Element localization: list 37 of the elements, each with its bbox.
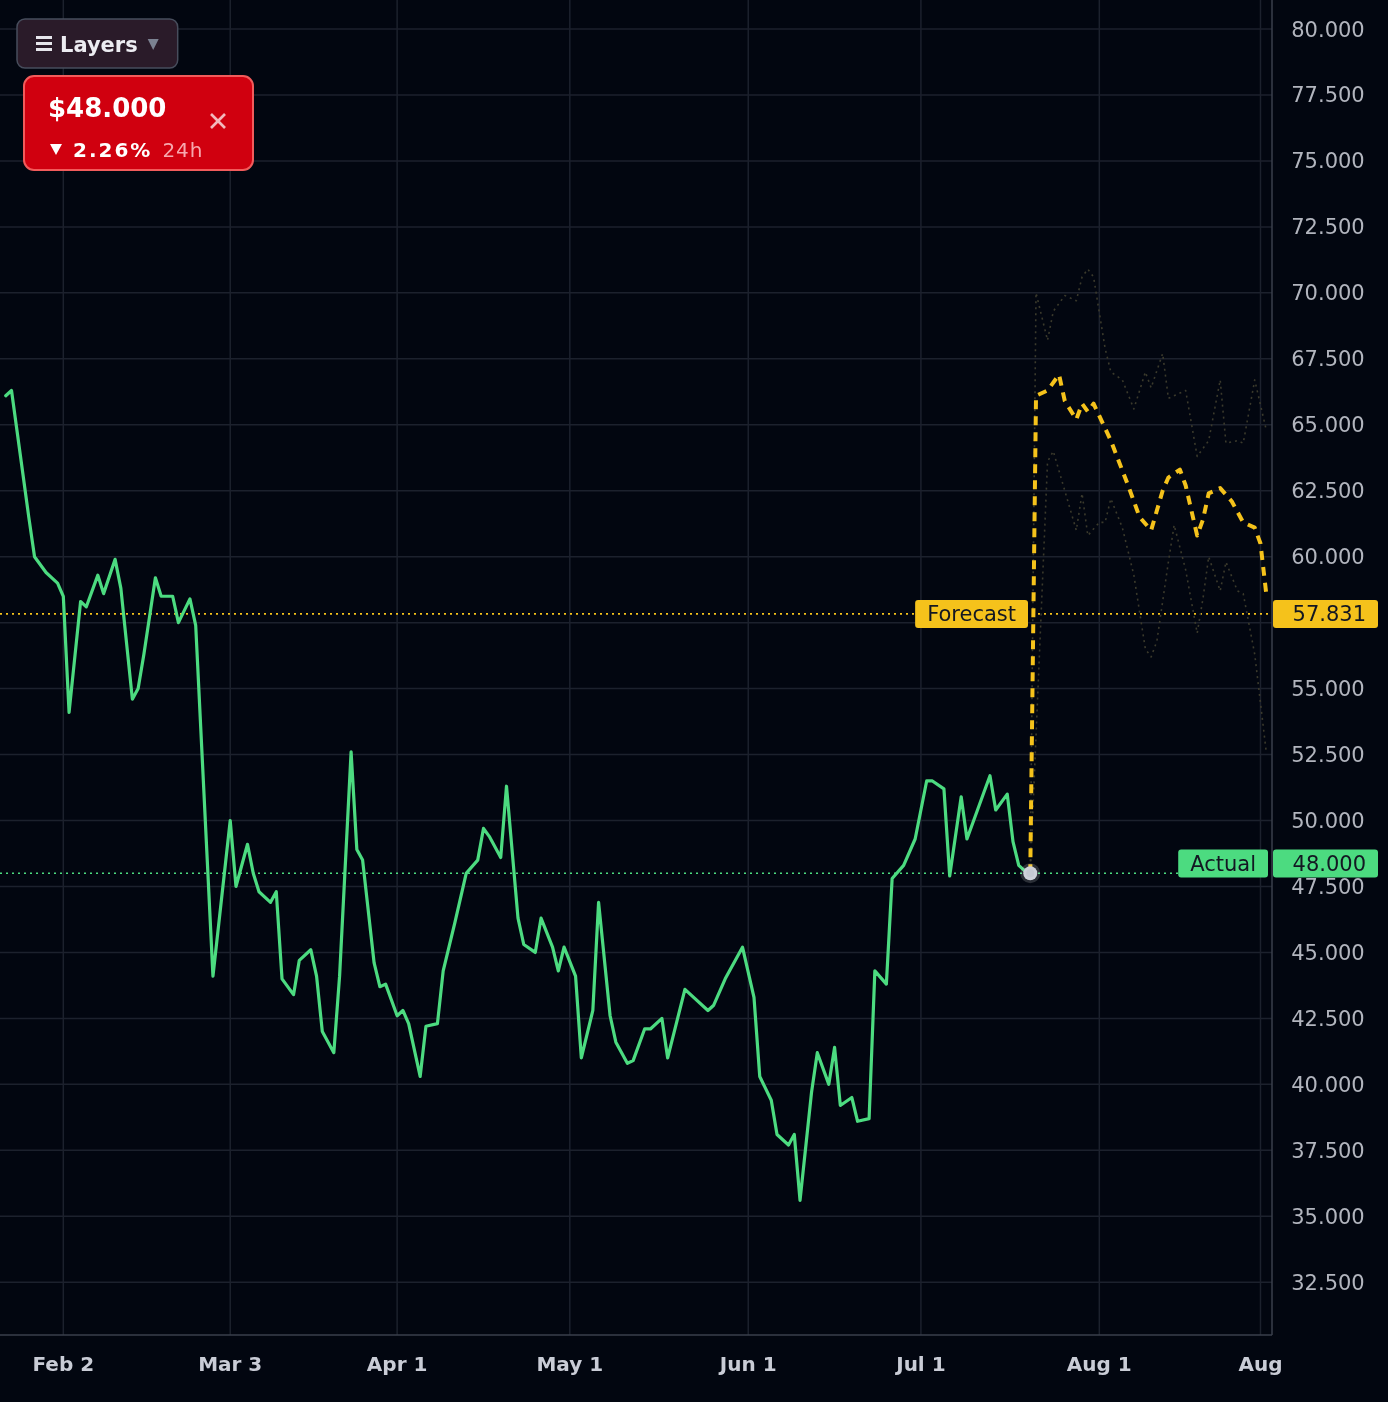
x-tick-label: Apr 1 xyxy=(366,1352,428,1376)
y-tick-label: 42.500 xyxy=(1291,1006,1365,1031)
y-tick-label: 80.000 xyxy=(1291,17,1365,42)
y-tick-label: 35.000 xyxy=(1291,1204,1365,1229)
dropdown-button: Layers xyxy=(16,18,179,69)
ref-line-label: Forecast xyxy=(927,602,1017,627)
y-tick-label: 45.000 xyxy=(1291,940,1365,965)
price-card: $48.000 2.26% 24h xyxy=(23,75,254,171)
y-tick-label: 65.000 xyxy=(1291,413,1365,438)
y-tick-label: 60.000 xyxy=(1291,545,1365,570)
text: 57.831 xyxy=(1292,602,1366,627)
y-tick-label: 52.500 xyxy=(1291,743,1365,768)
x-tick-label: Mar 3 xyxy=(198,1352,263,1376)
y-tick-label: 55.000 xyxy=(1291,677,1365,702)
x-tick-label: Aug xyxy=(1238,1352,1283,1376)
y-tick-label: 47.500 xyxy=(1291,874,1365,899)
y-tick-label: 77.500 xyxy=(1291,83,1365,108)
ref-line-label: Actual xyxy=(1190,851,1256,876)
y-tick-label: 32.500 xyxy=(1291,1270,1365,1295)
annotation: 24h xyxy=(162,138,204,162)
y-tick-label: 40.000 xyxy=(1291,1072,1365,1097)
y-tick-label: 50.000 xyxy=(1291,809,1365,834)
y-tick-label: 62.500 xyxy=(1291,479,1365,504)
y-tick-label: 37.500 xyxy=(1291,1138,1365,1163)
annotation: Layers xyxy=(60,33,138,57)
y-tick-label: 70.000 xyxy=(1291,281,1365,306)
x-tick-label: Jun 1 xyxy=(717,1352,777,1376)
y-tick-label: 75.000 xyxy=(1291,149,1365,174)
annotation: 2.26% xyxy=(73,138,153,162)
x-tick-label: Aug 1 xyxy=(1066,1352,1132,1376)
annotation: $48.000 xyxy=(48,93,167,123)
y-tick-label: 67.500 xyxy=(1291,347,1365,372)
x-tick-label: Feb 2 xyxy=(32,1352,95,1376)
x-tick-label: May 1 xyxy=(536,1352,604,1376)
x-tick-label: Jul 1 xyxy=(894,1352,946,1376)
text: 48.000 xyxy=(1292,851,1366,876)
y-tick-label: 72.500 xyxy=(1291,215,1365,240)
